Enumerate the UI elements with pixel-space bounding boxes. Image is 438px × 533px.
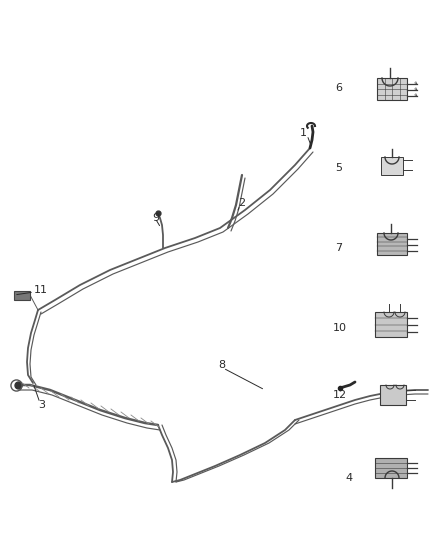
Text: 5: 5 <box>335 163 342 173</box>
FancyArrowPatch shape <box>415 94 417 96</box>
Text: 10: 10 <box>333 323 347 333</box>
Text: 9: 9 <box>152 213 159 223</box>
Text: 6: 6 <box>335 83 342 93</box>
Text: 11: 11 <box>34 285 48 295</box>
FancyArrowPatch shape <box>415 88 417 90</box>
Text: 8: 8 <box>218 360 225 370</box>
Text: 1: 1 <box>300 128 307 138</box>
Bar <box>14 291 30 300</box>
Text: 2: 2 <box>238 198 245 208</box>
Bar <box>375 458 407 478</box>
Text: 7: 7 <box>335 243 342 253</box>
Bar <box>380 385 406 405</box>
Text: 3: 3 <box>38 400 45 410</box>
Bar <box>381 157 403 175</box>
Text: 4: 4 <box>345 473 352 483</box>
Text: 12: 12 <box>333 390 347 400</box>
FancyArrowPatch shape <box>415 82 417 84</box>
Bar <box>377 233 407 255</box>
Bar <box>375 312 407 337</box>
Bar <box>377 78 407 100</box>
